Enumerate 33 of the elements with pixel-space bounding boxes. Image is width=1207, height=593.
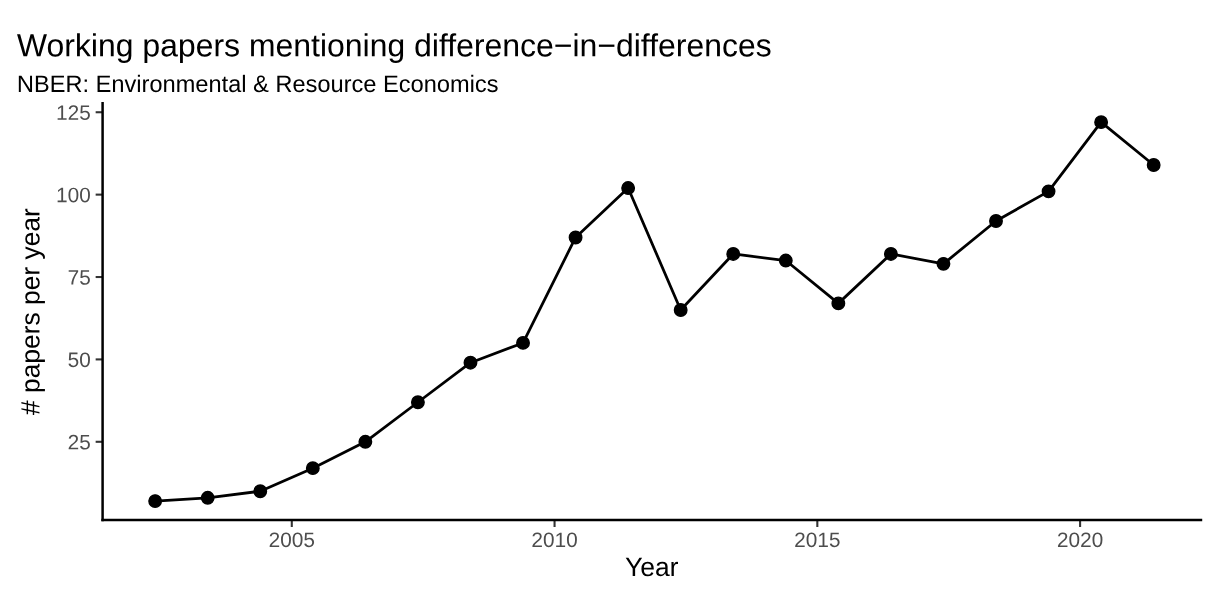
- x-tick-label: 2015: [795, 532, 840, 548]
- point: [726, 247, 741, 261]
- point: [410, 395, 425, 410]
- point: [1041, 184, 1056, 199]
- point: [831, 296, 846, 311]
- point: [358, 434, 373, 449]
- point: [568, 230, 583, 245]
- x-tick-label: 2005: [269, 532, 315, 548]
- point: [463, 355, 478, 370]
- point: [621, 181, 636, 195]
- x-axis-title: Year: [625, 557, 679, 577]
- point: [778, 253, 793, 268]
- y-tick-label: 125: [57, 105, 90, 120]
- x-tick-label: 2020: [1057, 532, 1103, 548]
- y-axis-title: # papers per year: [21, 208, 45, 415]
- point: [1146, 158, 1161, 172]
- x-tick-label: 2010: [532, 532, 577, 548]
- point: [148, 494, 163, 509]
- point: [516, 335, 530, 350]
- point: [883, 247, 898, 261]
- point: [1094, 115, 1109, 130]
- point: [200, 490, 215, 505]
- point: [989, 214, 1003, 228]
- point: [305, 461, 320, 476]
- y-tick-label: 75: [68, 270, 90, 285]
- y-tick-label: 25: [68, 434, 90, 450]
- chart-title: Working papers mentioning difference−in−differences: [17, 33, 771, 63]
- y-tick-label: 100: [57, 187, 90, 203]
- y-tick-label: 50: [68, 352, 90, 368]
- point: [253, 484, 268, 499]
- point: [673, 303, 688, 317]
- chart-subtitle: NBER: Environmental & Resource Economics: [18, 74, 498, 93]
- point: [936, 256, 951, 271]
